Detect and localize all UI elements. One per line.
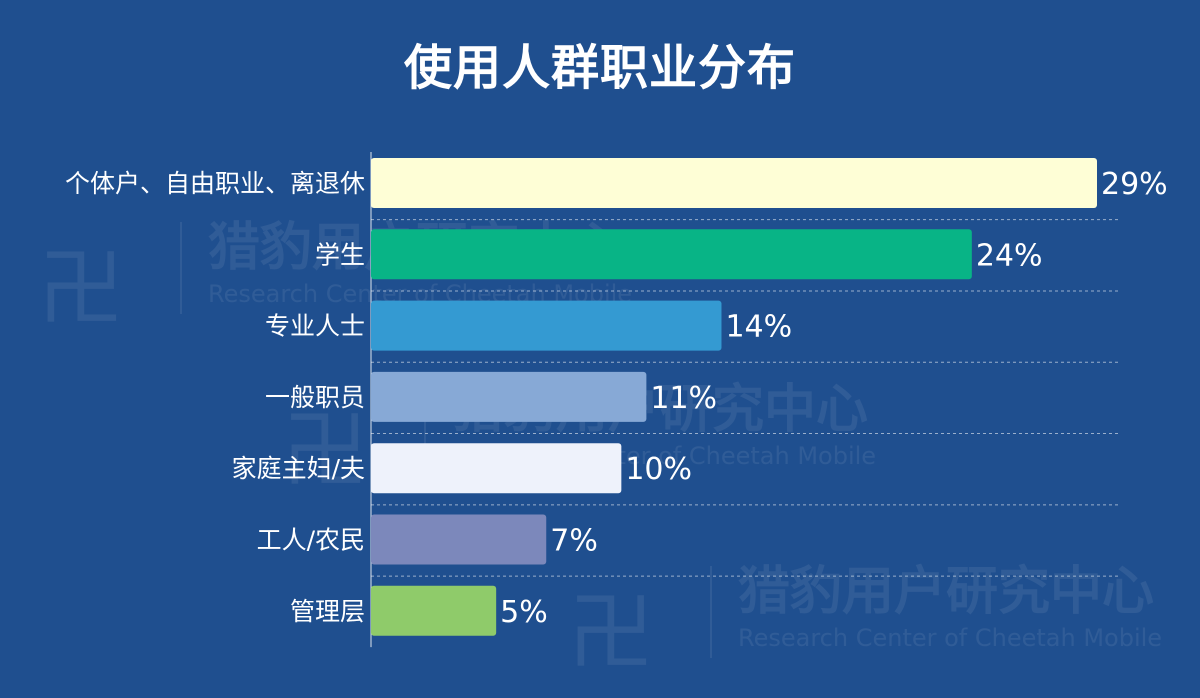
- value-label: 7%: [550, 524, 598, 559]
- bar: [371, 371, 647, 422]
- bar: [371, 158, 1097, 208]
- category-label: 专业人士: [265, 312, 365, 341]
- bar: [371, 585, 497, 636]
- value-label: 24%: [976, 238, 1043, 273]
- category-label: 学生: [315, 240, 365, 269]
- category-label: 管理层: [290, 597, 365, 626]
- category-label: 家庭主妇/夫: [232, 454, 365, 483]
- value-label: 29%: [1101, 167, 1168, 202]
- bar: [371, 300, 722, 351]
- bar: [371, 443, 622, 494]
- bar: [371, 229, 972, 280]
- value-label: 11%: [650, 381, 717, 416]
- bar: [371, 514, 547, 565]
- value-label: 5%: [500, 595, 548, 630]
- category-label: 一般职员: [265, 383, 365, 412]
- value-label: 10%: [625, 452, 692, 487]
- chart-title: 使用人群职业分布: [403, 40, 796, 96]
- value-label: 14%: [725, 310, 792, 345]
- category-label: 工人/农民: [257, 526, 365, 555]
- category-label: 个体户、自由职业、离退休: [65, 169, 365, 198]
